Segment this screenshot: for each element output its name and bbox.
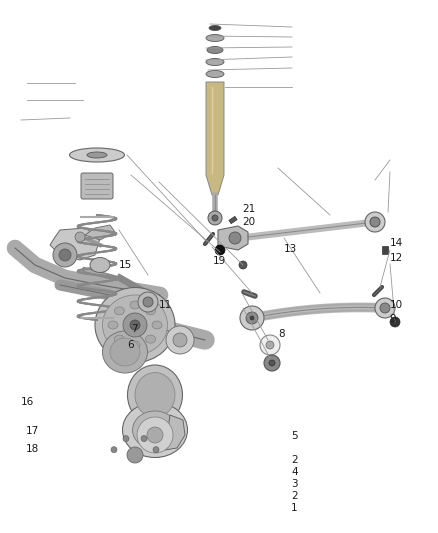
Circle shape (264, 355, 280, 371)
Ellipse shape (130, 301, 140, 309)
Ellipse shape (152, 321, 162, 329)
Ellipse shape (207, 46, 223, 53)
Text: 19: 19 (212, 256, 226, 266)
Circle shape (123, 313, 147, 337)
Circle shape (147, 427, 163, 443)
Circle shape (153, 447, 159, 453)
Circle shape (127, 447, 143, 463)
Ellipse shape (102, 331, 148, 373)
Ellipse shape (206, 59, 224, 66)
Circle shape (246, 312, 258, 324)
Circle shape (370, 217, 380, 227)
Circle shape (215, 245, 225, 255)
Circle shape (166, 326, 194, 354)
Text: 13: 13 (284, 245, 297, 254)
Ellipse shape (95, 287, 175, 362)
Ellipse shape (70, 148, 124, 162)
Text: 20: 20 (243, 217, 256, 227)
Text: 18: 18 (26, 445, 39, 454)
Ellipse shape (108, 321, 118, 329)
Text: 6: 6 (127, 341, 134, 350)
Circle shape (250, 316, 254, 320)
Text: 2: 2 (291, 455, 298, 465)
Text: 7: 7 (131, 325, 138, 334)
Circle shape (260, 335, 280, 355)
Circle shape (111, 447, 117, 453)
Circle shape (380, 303, 390, 313)
Polygon shape (165, 415, 185, 450)
Circle shape (75, 232, 85, 242)
Circle shape (266, 341, 274, 349)
Ellipse shape (206, 70, 224, 77)
Text: 9: 9 (390, 314, 396, 324)
Ellipse shape (90, 257, 110, 272)
Text: 1: 1 (291, 503, 298, 513)
Text: 14: 14 (390, 238, 403, 248)
Text: 21: 21 (243, 205, 256, 214)
Circle shape (59, 249, 71, 261)
Text: 10: 10 (390, 300, 403, 310)
Circle shape (53, 243, 77, 267)
Ellipse shape (209, 26, 221, 30)
Circle shape (269, 360, 275, 366)
Ellipse shape (206, 35, 224, 42)
Ellipse shape (114, 335, 124, 343)
Ellipse shape (127, 365, 183, 425)
Text: 11: 11 (159, 300, 172, 310)
Circle shape (365, 212, 385, 232)
Ellipse shape (110, 338, 140, 366)
Text: 8: 8 (278, 329, 285, 339)
Circle shape (137, 417, 173, 453)
Text: 2: 2 (291, 491, 298, 500)
Polygon shape (50, 228, 100, 260)
Text: 16: 16 (21, 398, 34, 407)
Text: 4: 4 (291, 467, 298, 477)
Circle shape (173, 333, 187, 347)
Circle shape (138, 292, 158, 312)
Text: 15: 15 (119, 261, 132, 270)
Ellipse shape (102, 295, 167, 355)
Text: 5: 5 (291, 431, 298, 441)
Ellipse shape (130, 341, 140, 349)
Ellipse shape (123, 402, 187, 457)
Text: 17: 17 (26, 426, 39, 435)
Polygon shape (218, 226, 248, 250)
Ellipse shape (114, 307, 124, 315)
FancyArrow shape (382, 246, 388, 254)
Ellipse shape (87, 152, 107, 158)
Circle shape (375, 298, 395, 318)
FancyBboxPatch shape (81, 173, 113, 199)
Polygon shape (206, 82, 224, 195)
Circle shape (239, 261, 247, 269)
Circle shape (212, 215, 218, 221)
Ellipse shape (145, 335, 155, 343)
Circle shape (208, 211, 222, 225)
Ellipse shape (145, 307, 155, 315)
Circle shape (123, 435, 129, 442)
Polygon shape (85, 225, 115, 240)
Circle shape (141, 435, 147, 442)
Text: 3: 3 (291, 479, 298, 489)
Circle shape (130, 320, 140, 330)
Circle shape (229, 232, 241, 244)
Text: 12: 12 (390, 253, 403, 263)
Ellipse shape (135, 373, 175, 417)
Circle shape (143, 297, 153, 307)
Circle shape (390, 317, 400, 327)
Circle shape (240, 306, 264, 330)
FancyArrow shape (229, 216, 237, 224)
Ellipse shape (133, 411, 177, 449)
